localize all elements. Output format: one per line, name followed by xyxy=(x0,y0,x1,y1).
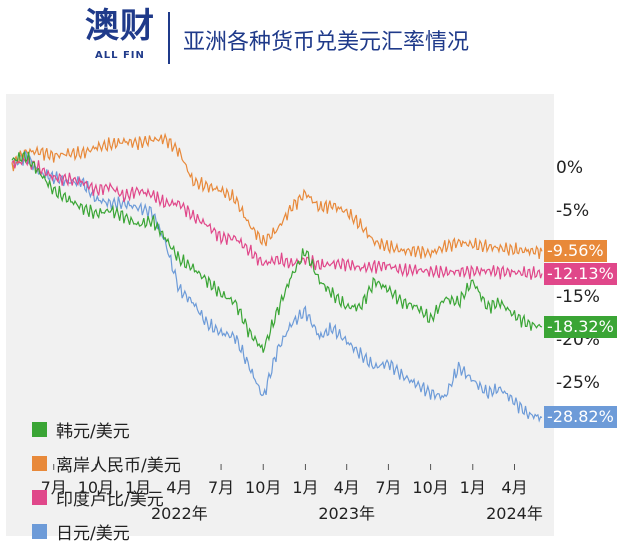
series-line xyxy=(11,132,543,259)
logo-subtitle: ALL FIN xyxy=(95,50,145,61)
x-tick-label: 7月 xyxy=(208,478,234,497)
x-tick-label: 10月 xyxy=(412,478,448,497)
y-tick-label: -15% xyxy=(556,287,600,308)
x-year-label: 2024年 xyxy=(486,504,543,523)
y-tick-label: -5% xyxy=(556,201,590,222)
x-tick-label: 1月 xyxy=(460,478,486,497)
legend-label: 韩元/美元 xyxy=(56,422,130,442)
header-divider xyxy=(168,12,170,64)
chart-card: 7月 10月 1月 4月 7月 10月 1月 4月 7月 10月 1月 4月 2022年 2023年 202… xyxy=(6,94,554,544)
legend-label: 离岸人民币/美元 xyxy=(56,456,181,476)
legend-swatch xyxy=(32,524,47,539)
legend-swatch xyxy=(32,490,47,505)
line-chart: 7月 10月 1月 4月 7月 10月 1月 4月 7月 10月 1月 4月 2022年 2023年 202… xyxy=(11,132,543,523)
x-tick-label: 10月 xyxy=(78,478,114,497)
y-tick-label: 0% xyxy=(556,157,583,178)
series-line xyxy=(11,155,543,280)
x-year-label: 2022年 xyxy=(151,504,208,523)
legend-label: 日元/美元 xyxy=(56,524,130,544)
x-tick-label: 1月 xyxy=(292,478,318,497)
y-tick-label: -25% xyxy=(556,373,600,394)
x-tick-label: 7月 xyxy=(375,478,401,497)
legend-swatch xyxy=(32,422,47,437)
end-value-badge: -18.32% xyxy=(544,315,617,338)
legend: 韩元/美元离岸人民币/美元 印度卢比/美元 日元/美元 xyxy=(32,416,181,552)
end-value-badge: -9.56% xyxy=(544,240,607,263)
x-year-label: 2023年 xyxy=(318,504,375,523)
legend-label: 印度卢比/美元 xyxy=(56,490,164,510)
logo: 澳财 xyxy=(85,6,155,46)
x-tick-label: 4月 xyxy=(166,478,192,497)
header: 澳财 ALL FIN 亚洲各种货币兑美元汇率情况 xyxy=(0,0,640,78)
x-tick-label: 4月 xyxy=(501,478,527,497)
legend-swatch xyxy=(32,456,47,471)
page-title: 亚洲各种货币兑美元汇率情况 xyxy=(183,30,470,55)
legend-item: 印度卢比/美元 xyxy=(32,484,181,511)
series-line xyxy=(11,150,543,423)
end-value-badge: -12.13% xyxy=(544,262,617,285)
x-tick-label: 10月 xyxy=(245,478,281,497)
series-line xyxy=(11,150,543,353)
legend-item: 日元/美元 xyxy=(32,518,181,545)
x-tick-label: 4月 xyxy=(334,478,360,497)
legend-item: 离岸人民币/美元 xyxy=(32,450,181,477)
legend-item: 韩元/美元 xyxy=(32,416,181,443)
end-value-badge: -28.82% xyxy=(544,406,617,429)
x-tick-label: 1月 xyxy=(125,478,151,497)
x-tick-label: 7月 xyxy=(41,478,67,497)
